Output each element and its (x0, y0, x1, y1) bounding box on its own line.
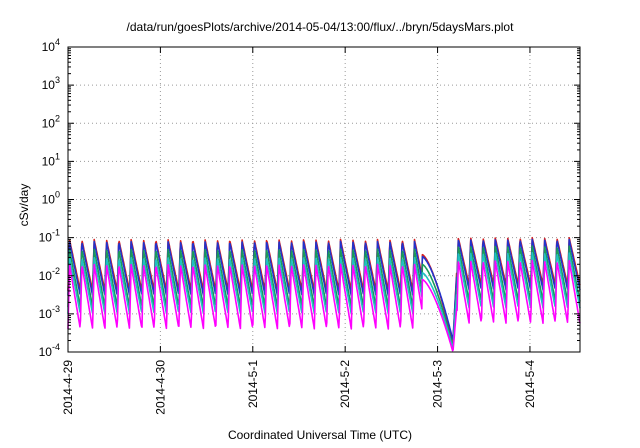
y-tick-label: 104 (42, 37, 60, 54)
y-tick-label: 100 (42, 190, 60, 207)
y-tick-label: 10-1 (39, 228, 60, 245)
axis-ticks: 10-4 10-3 10-2 10-1 100 101 102 103 104 2014-4-29… (39, 37, 580, 415)
y-tick-label: 102 (42, 113, 60, 130)
x-tick-label: 2014-4-30 (153, 360, 167, 415)
y-tick-label: 10-2 (39, 266, 60, 283)
x-tick-label: 2014-4-29 (61, 360, 75, 415)
x-tick-label: 2014-5-3 (431, 360, 445, 408)
x-tick-label: 2014-5-1 (246, 360, 260, 408)
series-line-4 (67, 259, 581, 352)
chart-title: /data/run/goesPlots/archive/2014-05-04/1… (126, 20, 514, 34)
y-tick-label: 103 (42, 75, 60, 92)
y-tick-label: 101 (42, 151, 60, 168)
x-tick-label: 2014-5-2 (338, 360, 352, 408)
series-line-3 (67, 252, 581, 349)
x-axis-label: Coordinated Universal Time (UTC) (227, 428, 413, 442)
y-tick-label: 10-4 (39, 342, 60, 359)
x-tick-label: 2014-5-4 (523, 360, 537, 408)
y-tick-label: 10-3 (39, 304, 60, 321)
series-group (67, 236, 581, 352)
